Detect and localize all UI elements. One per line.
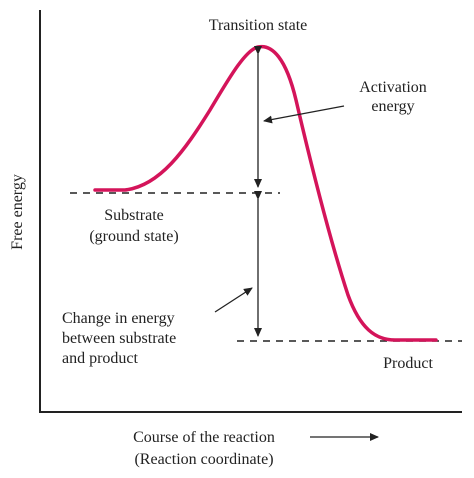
- activation-energy-label-line2: energy: [371, 98, 414, 115]
- substrate-label-line2: (ground state): [89, 228, 178, 245]
- activation-pointer-arrow: [263, 105, 345, 124]
- energy-change-label-line1: Change in energy: [62, 310, 175, 327]
- y-axis-label: Free energy: [9, 174, 26, 250]
- x-axis-label-line1: Course of the reaction: [133, 429, 275, 446]
- reaction-curve: [93, 44, 438, 342]
- energy-change-label-line2: between substrate: [62, 330, 176, 347]
- product-label: Product: [383, 355, 433, 372]
- x-axis-label-line2: (Reaction coordinate): [134, 451, 273, 468]
- energy-change-label-line3: and product: [62, 350, 139, 367]
- transition-state-label: Transition state: [209, 17, 308, 34]
- substrate-label-line1: Substrate: [104, 207, 164, 224]
- activation-energy-label-line1: Activation: [359, 79, 427, 96]
- change-pointer-arrow: [214, 287, 253, 313]
